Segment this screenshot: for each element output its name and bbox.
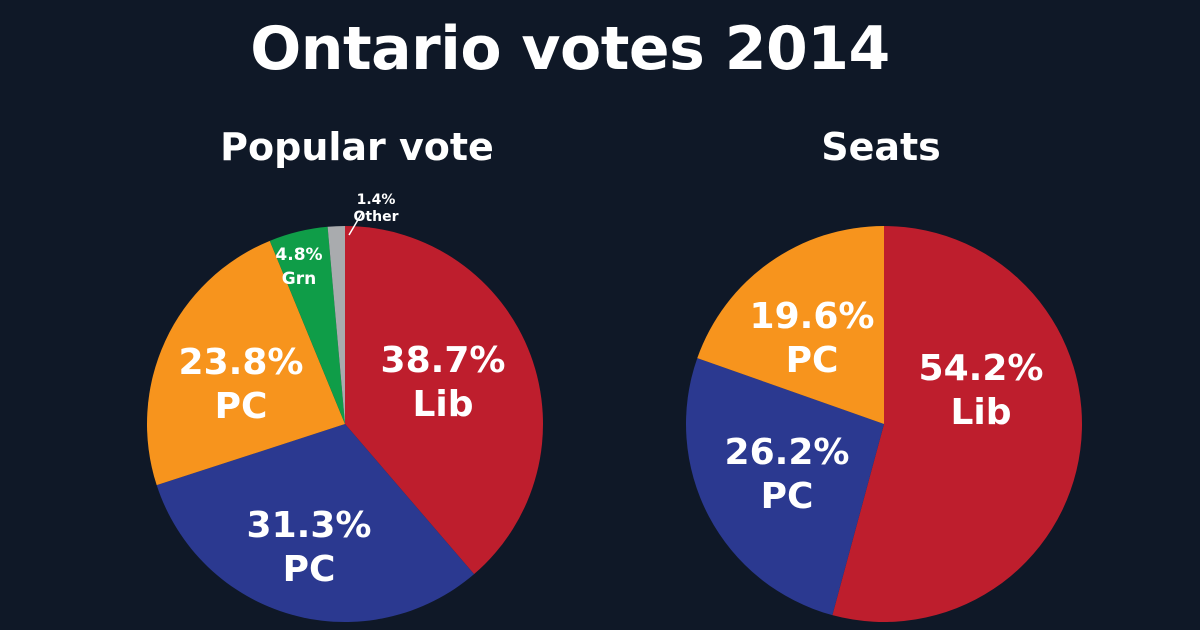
pie-slice-lib-0 <box>345 226 543 575</box>
slice-label-other-4: 1.4% Other <box>354 192 399 225</box>
pie-slice-grn-3 <box>269 226 345 424</box>
pie-slice-pc-1 <box>156 424 475 622</box>
pie-seats: 54.2% Lib 26.2% PC 19.6% PC <box>686 226 1083 622</box>
slice-label-pc-2: 19.6% PC <box>750 296 875 381</box>
chart-title-popular-vote: Popular vote <box>220 125 494 169</box>
pie-slice-pc-1 <box>686 358 884 616</box>
pie-slice-pc-2 <box>147 240 345 486</box>
slice-label-pc-1: 26.2% PC <box>725 432 850 517</box>
slice-label-lib-0: 54.2% Lib <box>919 348 1044 433</box>
pie-slice-other-4 <box>327 226 345 424</box>
slice-label-grn-3: 4.8% Grn <box>275 245 322 289</box>
slice-label-pc-1: 31.3% PC <box>247 505 372 590</box>
slice-label-lib-0: 38.7% Lib <box>381 340 506 425</box>
leader-line-other <box>348 212 363 236</box>
slice-label-pc-2: 23.8% PC <box>179 342 304 427</box>
chart-title-seats: Seats <box>821 125 941 169</box>
pie-slice-lib-0 <box>832 226 1083 622</box>
pie-slice-pc-2 <box>697 226 884 424</box>
page-title: Ontario votes 2014 <box>250 14 890 84</box>
